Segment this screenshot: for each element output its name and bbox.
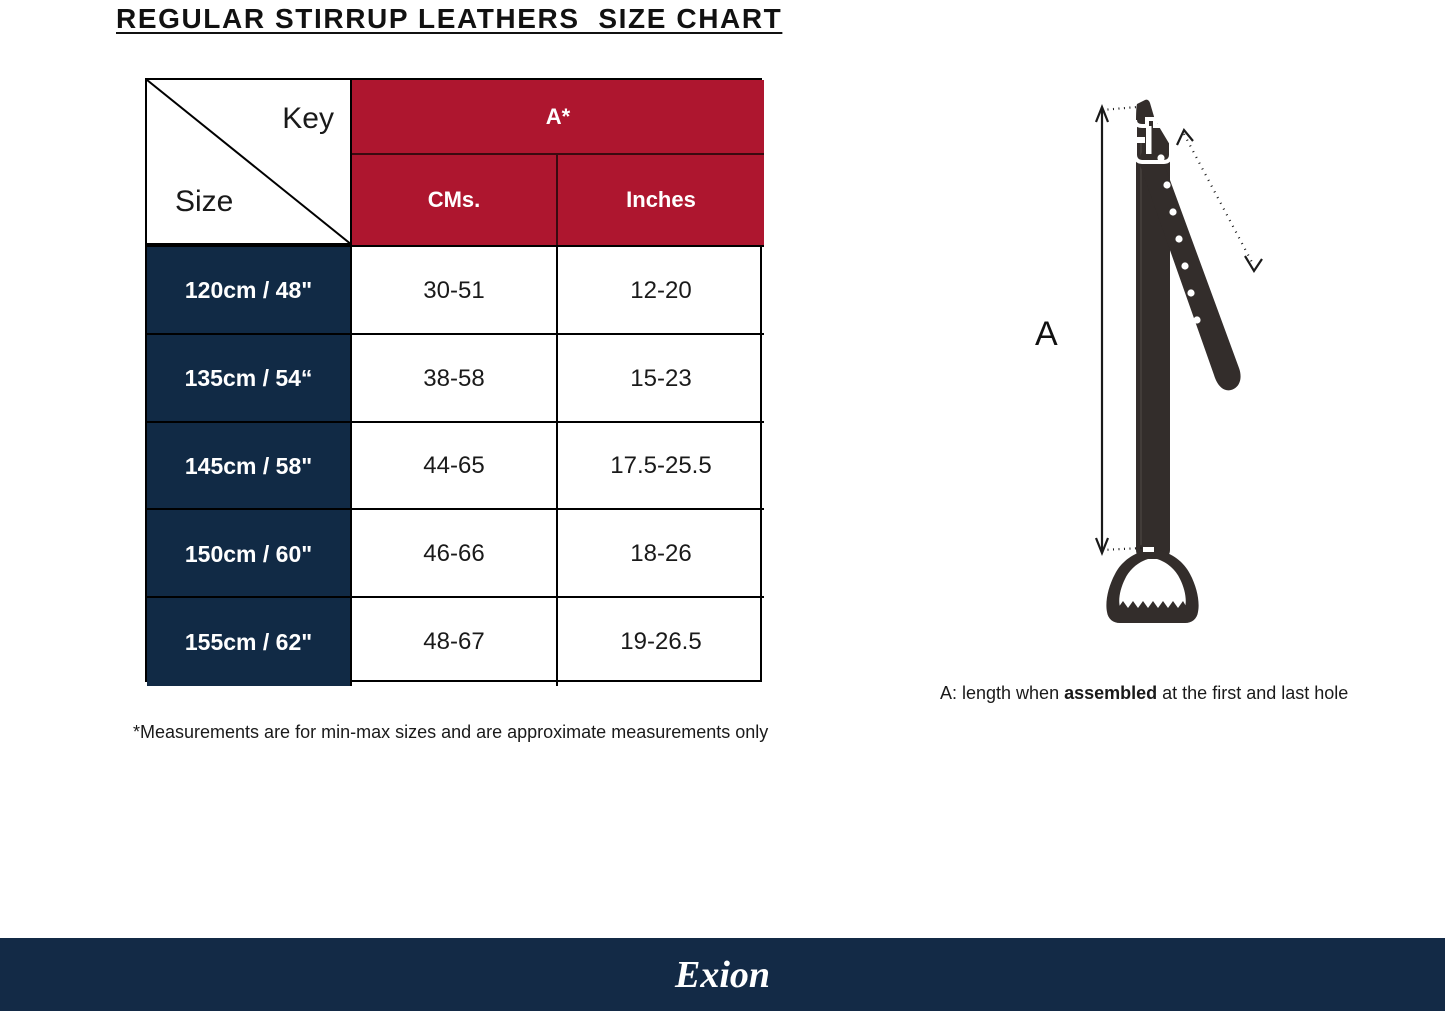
svg-text:A: A	[1035, 315, 1058, 353]
